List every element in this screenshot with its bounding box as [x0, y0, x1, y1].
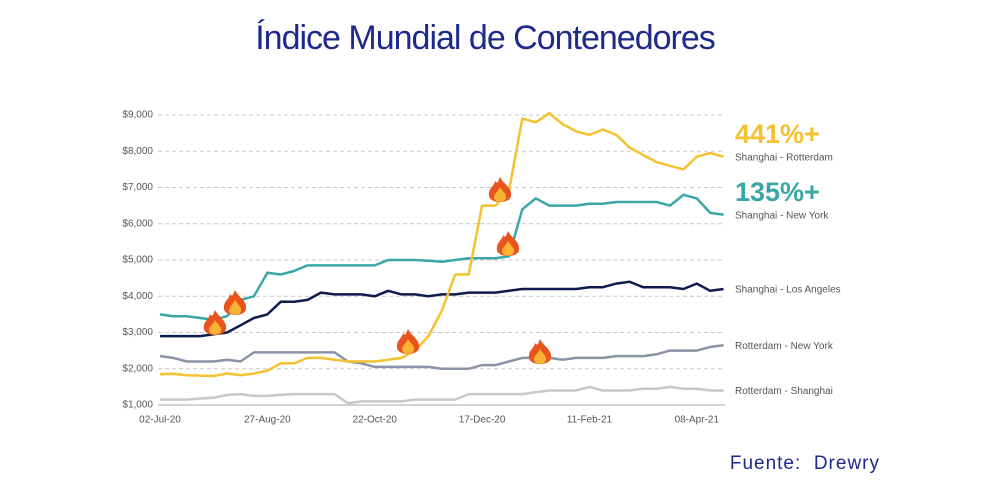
source: Fuente: Drewry	[730, 453, 880, 474]
y-tick-label: $9,000	[122, 110, 153, 121]
x-tick-label: 02-Jul-20	[139, 415, 181, 426]
annotation: 441%+	[735, 119, 820, 149]
flame-icons	[203, 177, 552, 364]
flame-inner	[502, 241, 515, 256]
series-label: Shanghai - Los Angeles	[735, 285, 841, 296]
series-line	[160, 385, 724, 405]
y-tick-label: $5,000	[122, 255, 153, 266]
series-line	[159, 193, 724, 322]
flame-inner	[229, 300, 242, 315]
x-tick-label: 17-Dec-20	[459, 415, 506, 426]
series-line	[159, 343, 724, 371]
series-label: Rotterdam - Shanghai	[735, 386, 833, 397]
x-tick-label: 08-Apr-21	[675, 415, 720, 426]
y-tick-label: $4,000	[122, 291, 153, 302]
y-tick-label: $8,000	[122, 146, 153, 157]
x-tick-label: 27-Aug-20	[244, 415, 291, 426]
y-tick-label: $3,000	[122, 327, 153, 338]
flame-inner	[534, 349, 547, 364]
series-label: Shanghai - New York	[735, 210, 829, 221]
x-tick-label: 11-Feb-21	[567, 415, 613, 426]
y-tick-label: $2,000	[122, 363, 153, 374]
annotation: 135%+	[735, 177, 820, 207]
flame-inner	[209, 320, 222, 335]
y-tick-label: $6,000	[122, 218, 153, 229]
series-line	[160, 280, 724, 338]
flame-inner	[494, 187, 507, 202]
x-tick-label: 22-Oct-20	[352, 415, 397, 426]
y-tick-label: $1,000	[122, 400, 153, 411]
y-tick-label: $7,000	[122, 182, 153, 193]
flame-inner	[402, 339, 415, 354]
series-line	[159, 111, 724, 378]
series-label: Shanghai - Rotterdam	[735, 152, 833, 163]
chart-title: Índice Mundial de Contenedores	[255, 19, 715, 57]
series-label: Rotterdam - New York	[735, 341, 834, 352]
